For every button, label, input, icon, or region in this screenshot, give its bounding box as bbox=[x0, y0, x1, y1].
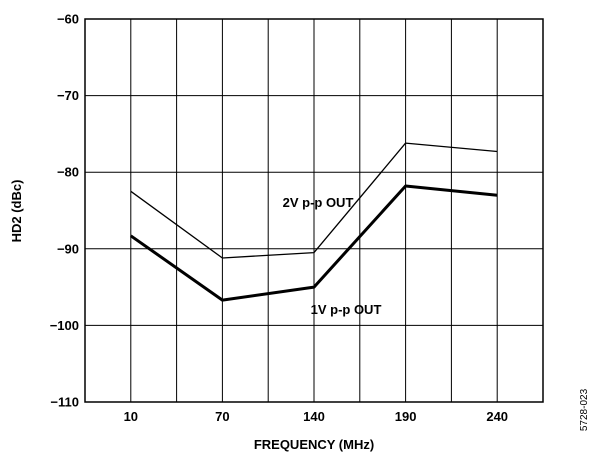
y-tick-label: −110 bbox=[50, 395, 79, 410]
x-axis-title: FREQUENCY (MHz) bbox=[254, 437, 374, 452]
series-line-1v-pp-out bbox=[129, 184, 498, 302]
y-tick-label: −60 bbox=[57, 12, 79, 27]
y-tick-label: −70 bbox=[57, 88, 79, 103]
x-tick-label: 70 bbox=[215, 409, 229, 424]
grid-lines bbox=[85, 19, 543, 402]
series-layer bbox=[129, 142, 498, 302]
plot-area-frame bbox=[84, 18, 544, 403]
figure-id-label: 5728-023 bbox=[579, 388, 590, 431]
y-tick-label: −90 bbox=[57, 241, 79, 256]
y-tick-label: −100 bbox=[50, 318, 79, 333]
series-annotation-1v: 1V p-p OUT bbox=[311, 302, 382, 317]
x-tick-label: 140 bbox=[303, 409, 325, 424]
series-line-2v-pp-out bbox=[130, 142, 498, 259]
x-tick-label: 10 bbox=[124, 409, 138, 424]
y-axis-tick-labels: −60 −70 −80 −90 −100 −110 bbox=[50, 12, 79, 410]
x-axis-tick-labels: 10 70 140 190 240 bbox=[124, 409, 508, 424]
series-annotation-2v: 2V p-p OUT bbox=[283, 195, 354, 210]
x-tick-label: 240 bbox=[486, 409, 508, 424]
y-tick-label: −80 bbox=[57, 165, 79, 180]
y-axis-title: HD2 (dBc) bbox=[9, 180, 24, 243]
x-tick-label: 190 bbox=[395, 409, 417, 424]
